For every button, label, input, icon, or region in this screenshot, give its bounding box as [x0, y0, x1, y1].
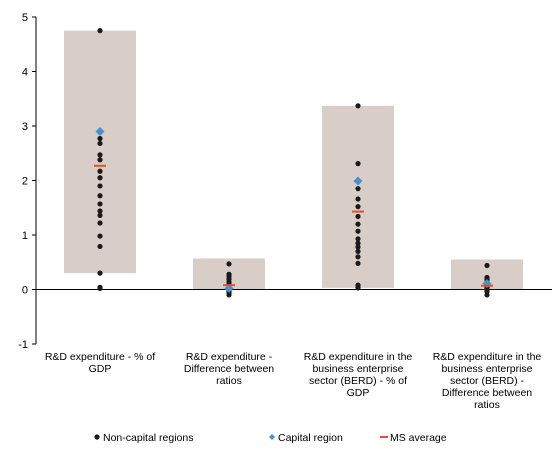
- non-capital-region-point: [97, 175, 103, 181]
- non-capital-region-point: [97, 201, 103, 207]
- legend: Non-capital regions Capital region MS aver…: [94, 432, 447, 444]
- non-capital-region-point: [97, 233, 103, 239]
- non-capital-region-point: [355, 221, 361, 227]
- y-tick-label: 0: [22, 285, 28, 297]
- y-axis: -1 0 1 2 3 4 5: [18, 12, 552, 351]
- non-capital-region-point: [355, 236, 361, 242]
- legend-label: Capital region: [278, 432, 343, 444]
- x-category-label: R&D expenditure in the business enterpris…: [433, 351, 542, 411]
- non-capital-region-point: [355, 196, 361, 202]
- non-capital-region-point: [355, 213, 361, 220]
- legend-label: MS average: [390, 432, 447, 444]
- non-capital-region-point: [97, 168, 103, 174]
- legend-item: MS average: [380, 432, 447, 444]
- non-capital-region-point: [97, 220, 103, 226]
- capital-region-point: [95, 126, 105, 136]
- legend-marker-circle: [94, 434, 100, 440]
- y-tick-label: 4: [22, 67, 28, 79]
- non-capital-region-point: [97, 285, 103, 292]
- legend-item: Non-capital regions: [94, 432, 193, 444]
- non-capital-region-point: [355, 244, 361, 250]
- capital-region-point: [224, 283, 234, 293]
- x-category-labels: R&D expenditure - % of GDP R&D expenditure…: [45, 351, 542, 411]
- capital-region-point: [353, 176, 363, 186]
- y-tick-label: 2: [22, 176, 28, 188]
- non-capital-region-point: [97, 28, 103, 34]
- y-tick-label: 3: [22, 121, 28, 133]
- y-tick-label: -1: [18, 339, 28, 351]
- non-capital-region-point: [97, 193, 103, 199]
- non-capital-region-point: [355, 204, 361, 210]
- data-points: [94, 28, 493, 298]
- non-capital-region-point: [97, 208, 103, 214]
- non-capital-region-point: [355, 103, 361, 109]
- non-capital-region-point: [355, 254, 361, 260]
- non-capital-region-point: [97, 270, 103, 276]
- non-capital-region-point: [97, 183, 103, 189]
- non-capital-region-point: [97, 152, 103, 158]
- non-capital-region-point: [355, 260, 361, 266]
- non-capital-region-point: [355, 186, 361, 192]
- non-capital-region-point: [97, 243, 103, 250]
- non-capital-region-point: [97, 157, 103, 163]
- non-capital-region-point: [97, 212, 103, 218]
- non-capital-region-point: [355, 228, 361, 234]
- non-capital-region-point: [484, 292, 490, 298]
- non-capital-region-point: [97, 140, 103, 147]
- non-capital-region-point: [355, 285, 361, 291]
- non-capital-region-point: [97, 135, 103, 142]
- x-category-label: R&D expenditure in the business enterpris…: [304, 351, 413, 399]
- y-tick-label: 1: [22, 230, 28, 242]
- non-capital-region-point: [355, 248, 361, 254]
- non-capital-region-point: [355, 161, 361, 167]
- x-category-label: R&D expenditure - % of GDP: [45, 351, 155, 375]
- non-capital-region-point: [226, 261, 232, 267]
- legend-label: Non-capital regions: [103, 432, 193, 444]
- range-boxes: [64, 30, 523, 290]
- non-capital-region-point: [355, 240, 361, 246]
- range-box-1: [64, 30, 136, 274]
- y-tick-label: 5: [22, 12, 28, 24]
- legend-marker-diamond: [269, 434, 275, 440]
- non-capital-region-point: [484, 262, 490, 269]
- x-category-label: R&D expenditure -Difference between ratio…: [184, 351, 274, 387]
- legend-item: Capital region: [269, 432, 343, 444]
- non-capital-region-point: [226, 292, 232, 298]
